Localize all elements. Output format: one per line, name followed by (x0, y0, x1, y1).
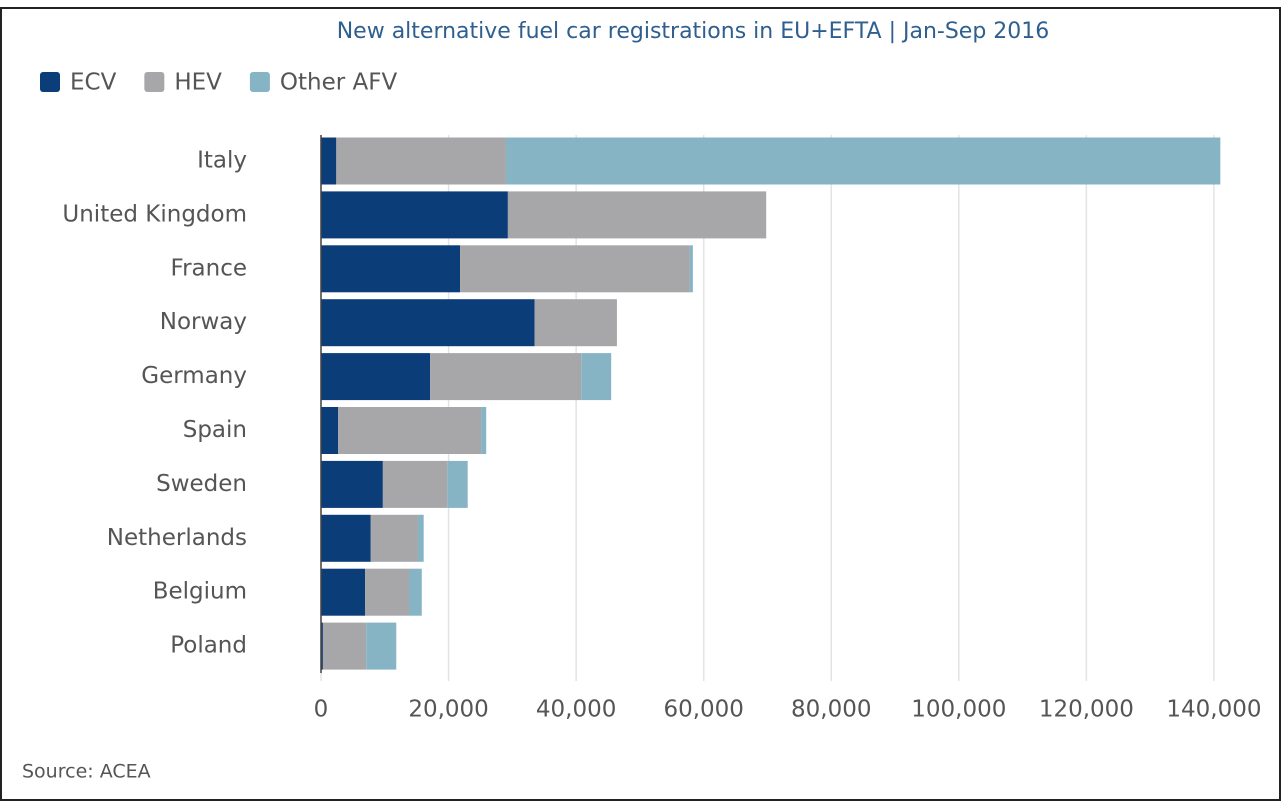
bar-segment (365, 568, 410, 616)
bar-segment (321, 299, 535, 347)
legend-swatch (144, 72, 165, 92)
legend-label: ECV (70, 70, 117, 96)
y-tick-label: Italy (197, 148, 247, 174)
x-tick-label: 80,000 (791, 697, 871, 723)
y-tick-label: Netherlands (107, 525, 247, 551)
bar-segment (321, 514, 371, 562)
bar-segment (336, 137, 506, 185)
bar-segment (417, 514, 424, 562)
bar-segment (338, 407, 482, 454)
x-tick-label: 140,000 (1166, 697, 1261, 723)
bar-segment (689, 245, 693, 293)
bar-segment (370, 514, 418, 562)
x-tick-label: 0 (314, 697, 329, 723)
y-tick-label: Sweden (156, 471, 247, 497)
y-tick-label: United Kingdom (62, 201, 247, 227)
bar-segment (322, 622, 367, 670)
x-tick-label: 20,000 (408, 697, 488, 723)
bar-segment (366, 622, 397, 670)
chart-title: New alternative fuel car registrations i… (337, 19, 1050, 44)
bar-segment (321, 191, 508, 239)
frame (0, 7, 1281, 801)
bar-segment (460, 245, 690, 293)
source: Source: ACEA (22, 761, 151, 783)
bar-segment (581, 353, 612, 401)
bar-segment (409, 568, 422, 616)
bar-segment (430, 353, 582, 401)
y-tick-label: Norway (160, 309, 247, 335)
legend-swatch (249, 72, 270, 92)
bar-segment (382, 460, 448, 508)
bar-segment (321, 407, 339, 454)
y-tick-label: Belgium (153, 579, 247, 605)
y-tick-label: Germany (141, 363, 247, 389)
bar-segment (321, 137, 337, 185)
bar-segment (321, 568, 366, 616)
bar-segment (534, 299, 617, 347)
legend-swatch (40, 72, 60, 92)
bar-segment (505, 137, 1221, 185)
bar-segment (321, 353, 431, 401)
legend-label: HEV (174, 70, 222, 96)
legend-label: Other AFV (280, 70, 398, 96)
x-tick-label: 60,000 (663, 697, 743, 723)
bar-segment (507, 191, 767, 239)
x-tick-label: 40,000 (536, 697, 616, 723)
x-tick-label: 120,000 (1039, 697, 1134, 723)
x-tick-label: 100,000 (911, 697, 1006, 723)
bar-segment (481, 407, 487, 454)
bar-segment (321, 245, 461, 293)
bar-segment (321, 622, 323, 670)
y-tick-label: France (171, 255, 247, 281)
bar-segment (447, 460, 468, 508)
y-tick-label: Spain (183, 417, 247, 443)
y-tick-label: Poland (170, 633, 247, 659)
bar-segment (321, 460, 383, 508)
